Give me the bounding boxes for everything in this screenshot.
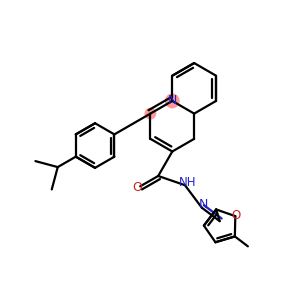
- Text: O: O: [132, 181, 142, 194]
- Text: N: N: [168, 94, 177, 107]
- Circle shape: [165, 94, 180, 108]
- Circle shape: [145, 108, 156, 119]
- Text: NH: NH: [178, 176, 196, 189]
- Text: N: N: [199, 198, 208, 211]
- Text: O: O: [231, 209, 241, 222]
